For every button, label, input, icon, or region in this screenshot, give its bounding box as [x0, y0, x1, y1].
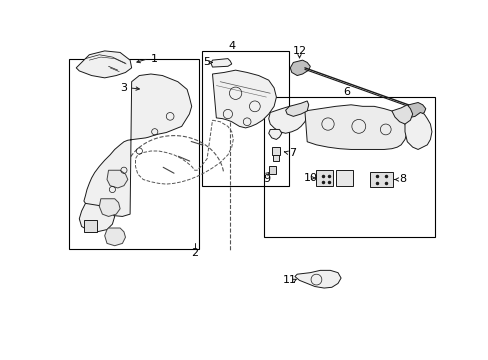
Polygon shape: [84, 220, 97, 232]
Polygon shape: [305, 105, 407, 149]
Polygon shape: [405, 103, 425, 118]
Polygon shape: [268, 130, 281, 139]
Text: 4: 4: [228, 41, 235, 51]
Polygon shape: [391, 105, 412, 124]
Text: 10: 10: [303, 173, 317, 183]
Polygon shape: [104, 228, 125, 246]
Text: 6: 6: [343, 87, 350, 98]
Polygon shape: [268, 166, 276, 174]
Polygon shape: [268, 106, 306, 133]
Text: 7: 7: [289, 148, 296, 158]
Polygon shape: [84, 74, 191, 216]
Polygon shape: [271, 147, 280, 155]
Polygon shape: [107, 170, 127, 188]
Polygon shape: [79, 203, 115, 232]
Polygon shape: [294, 270, 341, 288]
Text: 11: 11: [282, 275, 296, 285]
Bar: [264, 97, 434, 237]
Text: 2: 2: [191, 248, 198, 258]
Text: 12: 12: [292, 46, 306, 56]
Polygon shape: [336, 170, 353, 186]
Bar: [202, 51, 288, 186]
Text: 5: 5: [203, 58, 210, 67]
Polygon shape: [273, 155, 278, 161]
Polygon shape: [99, 199, 120, 216]
Polygon shape: [404, 112, 431, 149]
Text: 9: 9: [262, 175, 269, 184]
Polygon shape: [290, 60, 310, 76]
Bar: [68, 59, 199, 249]
Polygon shape: [76, 51, 131, 78]
Polygon shape: [316, 170, 333, 186]
Polygon shape: [143, 86, 164, 93]
Text: 1: 1: [151, 54, 158, 64]
Polygon shape: [212, 70, 276, 128]
Polygon shape: [285, 101, 308, 116]
Text: 8: 8: [398, 175, 405, 184]
Polygon shape: [369, 172, 393, 187]
Polygon shape: [210, 59, 231, 67]
Text: 3: 3: [120, 83, 127, 93]
